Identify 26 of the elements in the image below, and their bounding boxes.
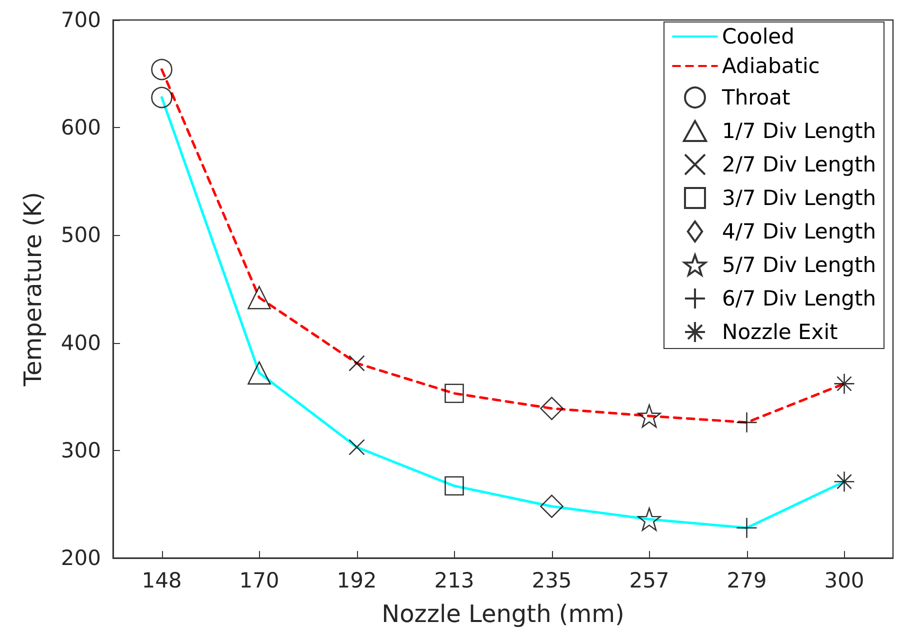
x-tick-label: 279 (726, 568, 767, 592)
x-tick-label: 235 (532, 568, 572, 592)
y-tick-label: 200 (60, 546, 101, 570)
legend-label: 6/7 Div Length (722, 286, 876, 310)
legend-label: Throat (720, 86, 790, 110)
legend-label: 1/7 Div Length (722, 119, 876, 143)
y-tick-label: 500 (60, 223, 101, 248)
y-axis-title: Temperature (K) (19, 192, 47, 388)
y-tick-label: 700 (60, 8, 101, 32)
legend-label: Adiabatic (722, 54, 820, 78)
legend-label: 2/7 Div Length (722, 152, 876, 176)
legend-label: Nozzle Exit (722, 320, 838, 344)
y-tick-label: 400 (60, 330, 101, 355)
x-tick-label: 170 (239, 568, 280, 592)
x-axis-title: Nozzle Length (mm) (382, 600, 624, 628)
legend-label: 3/7 Div Length (722, 186, 876, 210)
y-tick-label: 600 (60, 116, 101, 140)
legend-label: 4/7 Div Length (722, 220, 876, 244)
x-tick-label: 213 (434, 568, 474, 592)
x-tick-label: 257 (629, 568, 670, 592)
y-tick-label: 300 (60, 438, 101, 462)
legend-label: Cooled (722, 24, 794, 48)
x-tick-label: 300 (824, 568, 864, 592)
x-tick-label: 148 (142, 568, 182, 592)
x-tick-label: 192 (336, 568, 377, 592)
legend-label: 5/7 Div Length (722, 253, 876, 277)
